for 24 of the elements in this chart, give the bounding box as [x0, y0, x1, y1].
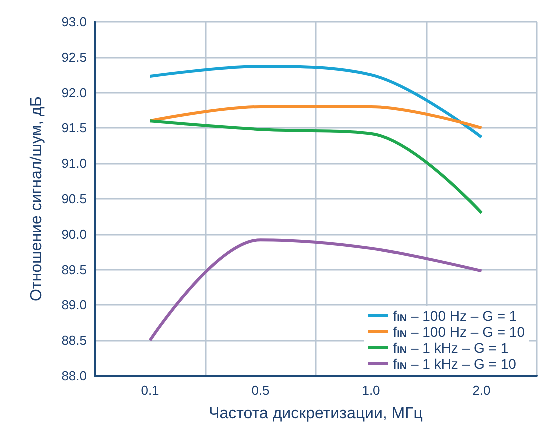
x-tick-label: 0.5 [252, 383, 270, 398]
y-tick-label: 91.0 [62, 156, 87, 172]
y-tick-label: 90.0 [62, 226, 87, 242]
legend-label: fIN – 100 Hz – G = 1 [393, 308, 518, 324]
x-tick-label: 0.1 [141, 383, 160, 398]
y-tick-label: 92.5 [62, 50, 87, 65]
y-tick-label: 92.0 [62, 85, 87, 100]
legend-label: fIN – 1 kHz – G = 10 [393, 356, 517, 372]
line-series [148, 65, 484, 139]
y-tick-label: 93.0 [62, 14, 87, 30]
x-tick-label: 2.0 [472, 383, 491, 398]
y-tick-label: 89.0 [62, 298, 87, 313]
y-axis-title: Отношение сигнал/шум, дБ [28, 96, 46, 302]
x-axis-title: Частота дискретизации, МГц [209, 406, 423, 422]
y-tick-label: 89.5 [62, 262, 87, 278]
y-tick-label: 88.5 [62, 333, 87, 348]
y-tick-label: 91.5 [62, 120, 87, 136]
legend-label: fIN – 100 Hz – G = 10 [393, 324, 526, 340]
line-series [148, 238, 484, 342]
y-tick-label: 88.0 [62, 368, 87, 384]
y-tick-label: 90.5 [62, 192, 87, 206]
x-tick-label: 1.0 [362, 383, 380, 398]
legend-label: fIN – 1 kHz – G = 1 [393, 340, 509, 356]
line-series [148, 120, 484, 215]
